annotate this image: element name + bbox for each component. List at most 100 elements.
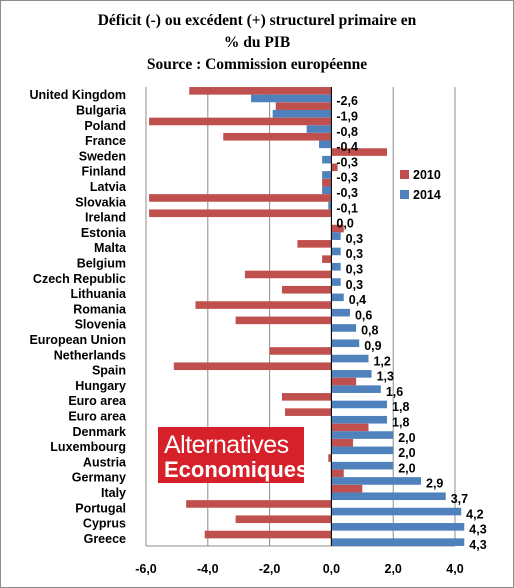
- category-label-24: Austria: [83, 455, 127, 469]
- value-label-2014-17: 1,2: [373, 354, 390, 368]
- category-label-29: Greece: [84, 532, 126, 546]
- bar-2010-15: [235, 316, 332, 325]
- x-tick-label-3: 0,0: [323, 562, 340, 576]
- bar-2010-5: [331, 163, 338, 172]
- value-label-2014-23: 2,0: [398, 446, 415, 460]
- x-tick-label-2: -2,0: [259, 562, 281, 576]
- value-label-2014-5: -0,3: [336, 171, 358, 185]
- bar-2014-28: [331, 523, 465, 531]
- labels: United Kingdom -2,6 Bulgaria -1,9 Poland -0,8…: [29, 88, 486, 552]
- chart-title-line-2: % du PIB: [224, 34, 290, 51]
- category-label-28: Cyprus: [83, 517, 126, 531]
- category-label-26: Italy: [101, 486, 126, 500]
- category-label-14: Romania: [73, 302, 127, 316]
- bar-2014-12: [331, 278, 341, 286]
- category-label-8: Ireland: [85, 211, 126, 225]
- legend-swatch-2010: [400, 170, 409, 179]
- bar-2014-29: [331, 538, 465, 546]
- bar-2010-11: [322, 255, 332, 263]
- legend: 2010 2014: [400, 168, 441, 202]
- bar-2014-5: [322, 171, 332, 179]
- value-label-2014-3: -0,4: [336, 140, 358, 154]
- bar-2010-1: [275, 102, 332, 110]
- legend-label-2010: 2010: [413, 168, 441, 182]
- x-tick-label-0: -6,0: [135, 562, 157, 576]
- category-label-25: Germany: [72, 471, 126, 485]
- category-label-2: Poland: [84, 119, 126, 133]
- category-label-0: United Kingdom: [29, 88, 126, 102]
- bar-2014-9: [331, 232, 341, 240]
- bar-2010-9: [331, 224, 344, 233]
- bar-2010-13: [281, 285, 332, 294]
- value-label-2014-16: 0,9: [364, 339, 381, 353]
- value-label-2014-11: 0,3: [346, 262, 363, 276]
- bar-2014-26: [331, 492, 446, 501]
- value-label-2014-7: -0,1: [336, 201, 358, 215]
- legend-label-2014: 2014: [413, 188, 441, 202]
- value-label-2014-4: -0,3: [336, 155, 358, 169]
- value-label-2014-19: 1,6: [386, 385, 403, 399]
- value-label-2014-15: 0,8: [361, 324, 378, 338]
- category-label-3: France: [85, 134, 126, 148]
- bar-2010-4: [331, 148, 388, 156]
- bar-2010-28: [235, 515, 332, 524]
- value-label-2014-28: 4,3: [469, 523, 486, 537]
- category-label-11: Belgium: [77, 256, 126, 270]
- value-label-2014-26: 3,7: [451, 492, 468, 506]
- bar-2014-0: [251, 94, 332, 103]
- chart-title-line-3: Source : Commission européenne: [147, 56, 367, 73]
- bar-2014-19: [331, 385, 381, 393]
- bar-2010-27: [186, 500, 332, 508]
- bar-2014-4: [322, 155, 332, 164]
- value-label-2014-27: 4,2: [466, 507, 483, 521]
- value-label-2014-22: 2,0: [398, 431, 415, 445]
- bar-2014-3: [319, 140, 332, 149]
- bar-2010-10: [297, 240, 332, 248]
- value-label-2014-21: 1,8: [392, 415, 409, 429]
- bar-2014-1: [272, 109, 332, 118]
- category-label-19: Hungary: [75, 379, 126, 393]
- category-label-20: Euro area: [68, 394, 127, 408]
- category-label-15: Slovenia: [75, 318, 127, 332]
- value-label-2014-18: 1,3: [377, 370, 394, 384]
- bar-2014-14: [331, 308, 350, 317]
- bar-2014-17: [331, 354, 369, 363]
- value-label-2014-1: -1,9: [336, 109, 358, 123]
- legend-swatch-2014: [400, 190, 409, 199]
- bar-2014-25: [331, 477, 422, 485]
- bar-2010-29: [204, 530, 332, 539]
- bar-2014-23: [331, 446, 394, 455]
- category-label-4: Sweden: [79, 149, 126, 163]
- value-label-2014-2: -0,8: [336, 125, 358, 139]
- value-label-2014-10: 0,3: [346, 247, 363, 261]
- bar-2010-18: [173, 362, 332, 371]
- category-label-6: Latvia: [90, 180, 127, 194]
- category-label-7: Slovakia: [75, 195, 127, 209]
- category-label-18: Spain: [92, 364, 126, 378]
- bar-2010-23: [331, 438, 354, 447]
- value-label-2014-8: 0,0: [336, 217, 353, 231]
- x-tick-label-4: 2,0: [385, 562, 402, 576]
- value-label-2014-14: 0,6: [355, 308, 372, 322]
- bar-2010-26: [331, 484, 363, 493]
- bar-2010-8: [149, 209, 332, 218]
- category-label-23: Luxembourg: [50, 440, 126, 454]
- bar-2010-22: [331, 423, 369, 432]
- category-label-21: Euro area: [68, 409, 127, 423]
- category-label-13: Lithuania: [70, 287, 127, 301]
- category-label-5: Finland: [82, 165, 126, 179]
- bar-2010-3: [223, 132, 332, 141]
- bar-2014-24: [331, 461, 394, 470]
- bar-2010-7: [149, 194, 332, 202]
- bar-2010-0: [189, 87, 332, 95]
- bar-2010-14: [195, 301, 332, 309]
- axes: -6,0 -4,0 -2,0 0,0 2,0 4,0: [135, 87, 464, 576]
- bar-2014-18: [331, 370, 372, 378]
- category-label-17: Netherlands: [54, 348, 126, 362]
- alternatives-economiques-logo: Alternatives Economiques: [158, 427, 308, 483]
- bar-2014-7: [328, 201, 332, 210]
- value-label-2014-0: -2,6: [336, 94, 358, 108]
- bar-2014-21: [331, 415, 388, 424]
- bar-2010-6: [322, 178, 332, 187]
